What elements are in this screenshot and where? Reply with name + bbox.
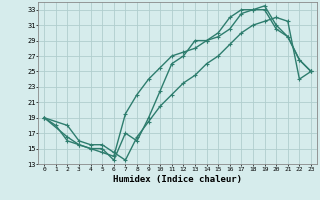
X-axis label: Humidex (Indice chaleur): Humidex (Indice chaleur) xyxy=(113,175,242,184)
